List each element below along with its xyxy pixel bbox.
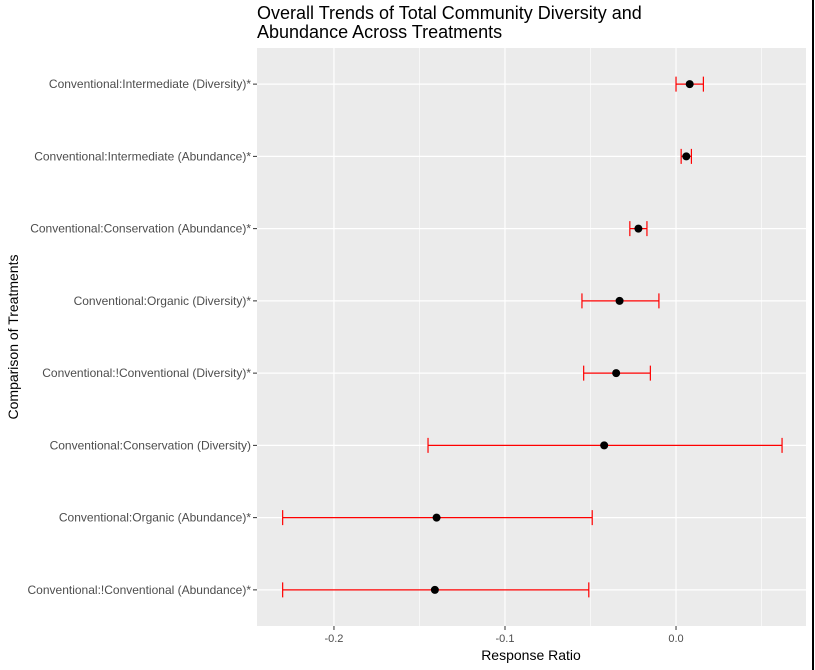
data-point <box>634 224 643 233</box>
chart-title-line-2: Abundance Across Treatments <box>257 22 502 42</box>
x-tick-label: -0.2 <box>324 633 343 645</box>
y-tick-label: Conventional:Conservation (Abundance)* <box>30 222 251 236</box>
y-tick-label: Conventional:Intermediate (Diversity)* <box>49 77 251 91</box>
x-axis-ticks: -0.2 -0.1 0.0 <box>324 626 684 645</box>
window-edge <box>812 0 814 670</box>
x-tick-label: -0.1 <box>496 633 515 645</box>
data-point <box>685 80 694 89</box>
grid-minor <box>419 48 762 626</box>
y-tick-label: Conventional:Organic (Abundance)* <box>59 511 251 525</box>
x-tick-label: 0.0 <box>668 633 683 645</box>
y-tick-label: Conventional:!Conventional (Diversity)* <box>42 366 251 380</box>
plot-panel <box>257 48 806 626</box>
data-point <box>615 296 624 305</box>
y-tick-label: Conventional:Intermediate (Abundance)* <box>34 149 251 163</box>
x-axis-title: Response Ratio <box>481 647 581 663</box>
data-point <box>432 513 441 522</box>
y-tick-label: Conventional:Conservation (Diversity) <box>50 438 251 452</box>
chart-marks <box>282 76 783 598</box>
y-tick-label: Conventional:!Conventional (Abundance)* <box>28 583 252 597</box>
y-tick-label: Conventional:Organic (Diversity)* <box>74 294 252 308</box>
chart-title-line-1: Overall Trends of Total Community Divers… <box>257 3 642 23</box>
data-point <box>430 585 439 594</box>
data-point <box>682 152 691 161</box>
y-axis-title: Comparison of Treatments <box>5 255 21 420</box>
y-axis-labels: Conventional:Intermediate (Diversity)* Co… <box>28 77 257 597</box>
data-point <box>600 441 609 450</box>
data-point <box>612 369 621 378</box>
